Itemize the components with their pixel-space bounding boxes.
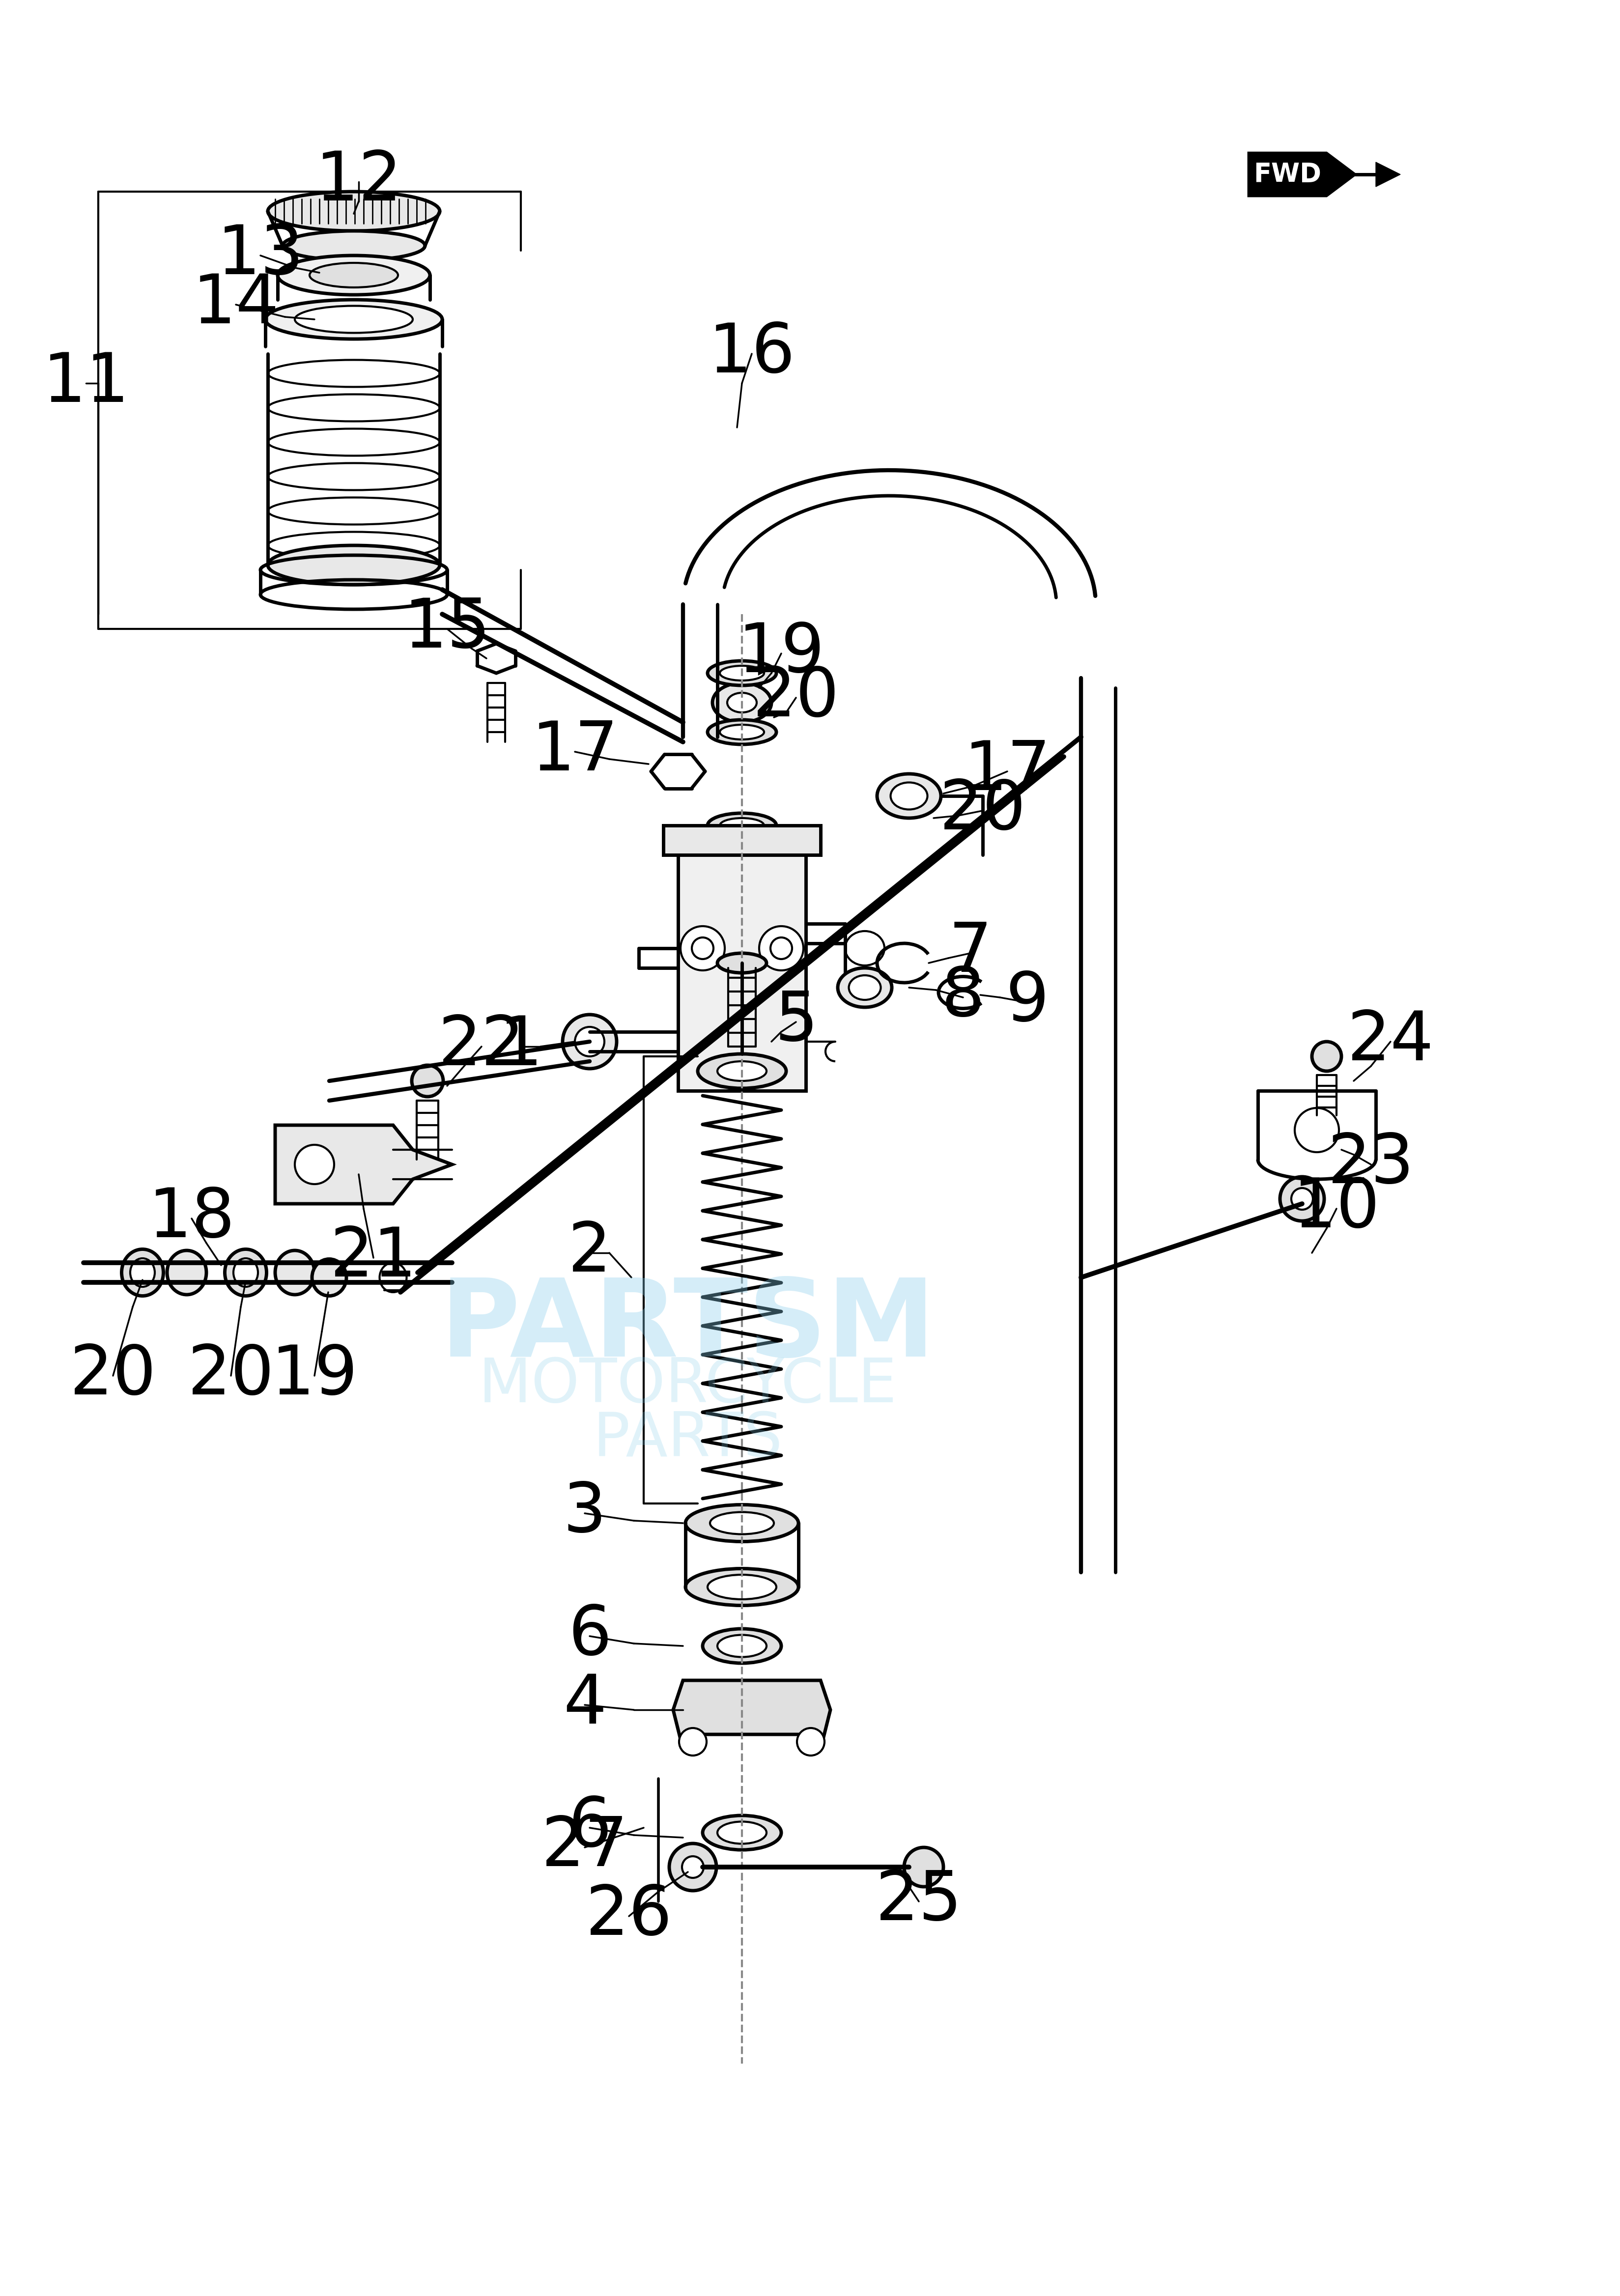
Text: 7: 7 [949,921,991,987]
Ellipse shape [718,1061,766,1081]
Ellipse shape [708,661,776,687]
Circle shape [771,937,792,960]
Text: 9: 9 [1006,969,1048,1035]
Circle shape [797,1729,825,1756]
Ellipse shape [121,1249,164,1295]
Text: 8: 8 [941,964,985,1031]
Ellipse shape [713,682,771,723]
Ellipse shape [266,301,442,340]
Ellipse shape [719,726,765,739]
Ellipse shape [685,1568,799,1605]
Text: 17: 17 [964,739,1051,804]
Circle shape [575,1026,604,1056]
Text: 16: 16 [708,321,795,388]
Circle shape [1280,1178,1324,1221]
Bar [679,850,805,1091]
Ellipse shape [708,721,776,744]
Text: 14: 14 [193,271,279,338]
Circle shape [680,925,724,971]
Circle shape [562,1015,617,1068]
Ellipse shape [708,1575,776,1600]
Ellipse shape [167,1251,206,1295]
Text: 20: 20 [753,664,839,730]
Ellipse shape [685,1504,799,1541]
Circle shape [1312,1042,1341,1072]
Text: 26: 26 [585,1883,672,1949]
Text: 22: 22 [437,1013,525,1079]
Text: 15: 15 [403,595,491,661]
Ellipse shape [233,1258,258,1286]
Text: 19: 19 [271,1343,358,1410]
Text: 2: 2 [569,1219,611,1286]
Text: 3: 3 [564,1481,606,1548]
Text: 20: 20 [188,1343,274,1410]
Text: 17: 17 [531,719,619,785]
Text: 1: 1 [499,1013,543,1079]
Text: 21: 21 [330,1224,416,1290]
Ellipse shape [846,932,885,967]
Ellipse shape [727,693,757,712]
Text: 19: 19 [737,620,825,687]
Ellipse shape [718,1635,766,1658]
Text: 6: 6 [569,1795,611,1862]
Polygon shape [1247,152,1356,197]
Circle shape [1294,1109,1340,1153]
Ellipse shape [719,817,765,833]
Polygon shape [1375,163,1400,186]
Ellipse shape [718,953,766,974]
Ellipse shape [277,255,429,294]
Ellipse shape [849,976,881,999]
Circle shape [904,1848,943,1887]
Circle shape [679,1729,706,1756]
Circle shape [760,925,804,971]
Ellipse shape [703,1628,781,1662]
Polygon shape [275,1125,452,1203]
Ellipse shape [130,1258,156,1286]
Ellipse shape [876,774,941,817]
Bar [663,827,821,854]
Text: 5: 5 [774,990,818,1056]
Circle shape [411,1065,444,1097]
Ellipse shape [891,783,927,810]
Ellipse shape [282,232,424,259]
Ellipse shape [838,969,893,1008]
Ellipse shape [313,1258,347,1295]
Text: 27: 27 [541,1814,629,1880]
Ellipse shape [225,1249,267,1295]
Text: PARTS: PARTS [593,1410,782,1469]
Ellipse shape [718,1821,766,1844]
Text: FWD: FWD [1254,161,1322,188]
Text: 12: 12 [316,149,402,216]
Text: 11: 11 [42,349,130,416]
Ellipse shape [309,262,399,287]
Text: 20: 20 [70,1343,157,1410]
Ellipse shape [267,191,439,232]
Ellipse shape [708,813,776,838]
Text: 6: 6 [569,1603,611,1669]
Text: 4: 4 [564,1671,606,1738]
Text: 24: 24 [1348,1008,1434,1075]
Text: MOTORCYCLE: MOTORCYCLE [478,1357,897,1414]
Text: PARTSM: PARTSM [441,1274,936,1380]
Ellipse shape [295,305,413,333]
Text: 13: 13 [217,223,305,289]
Text: 25: 25 [875,1869,962,1936]
Ellipse shape [698,1054,786,1088]
Circle shape [1291,1187,1312,1210]
Text: 23: 23 [1327,1132,1414,1199]
Ellipse shape [267,546,439,585]
Ellipse shape [703,1816,781,1851]
Ellipse shape [275,1251,314,1295]
Polygon shape [674,1681,831,1750]
Text: 20: 20 [940,778,1025,845]
Circle shape [692,937,713,960]
Ellipse shape [379,1263,407,1293]
Circle shape [682,1855,703,1878]
Circle shape [295,1146,334,1185]
Text: 18: 18 [147,1185,235,1251]
Ellipse shape [710,1513,774,1534]
Text: 10: 10 [1293,1176,1380,1242]
Circle shape [669,1844,716,1890]
Ellipse shape [719,666,765,680]
